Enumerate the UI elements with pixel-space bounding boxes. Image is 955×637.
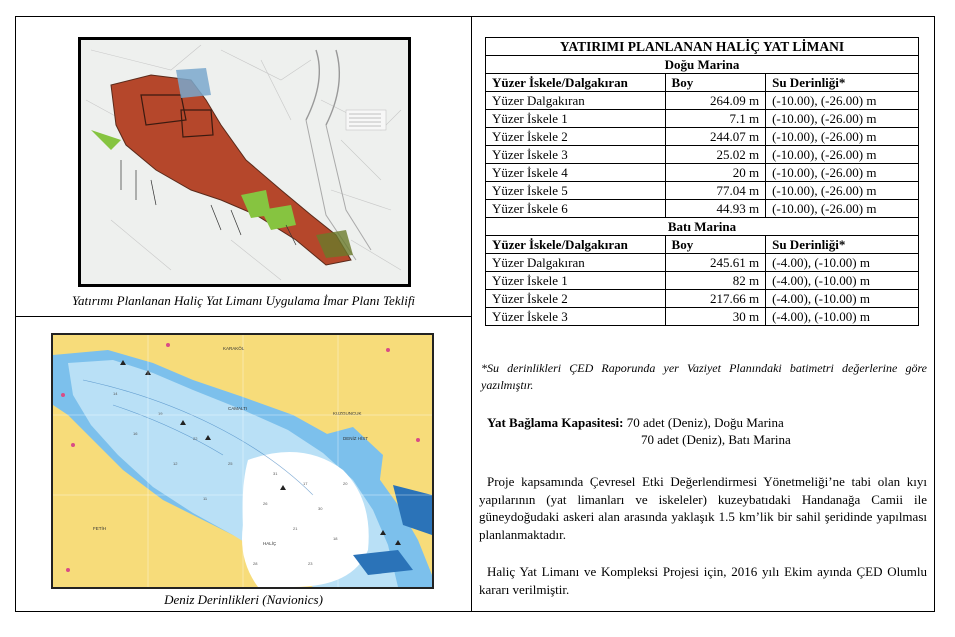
header-pier: Yüzer İskele/Dalgakıran <box>485 235 666 254</box>
cell-length: 244.07 m <box>664 127 767 146</box>
map-depth: 17 <box>303 481 308 486</box>
map-label: KARAKÖL <box>223 345 245 351</box>
cell-depth: (-10.00), (-26.00) m <box>765 181 919 200</box>
cell-length: 264.09 m <box>664 91 767 110</box>
cell-pier: Yüzer İskele 4 <box>485 163 666 182</box>
column-divider <box>471 16 472 612</box>
cell-depth: (-10.00), (-26.00) m <box>765 109 919 128</box>
plan-caption: Yatırımı Planlanan Haliç Yat Limanı Uygu… <box>71 293 416 308</box>
east-marina-title: Doğu Marina <box>485 55 919 74</box>
cell-length: 20 m <box>664 163 767 182</box>
map-label: DENİZ HİST <box>343 435 368 441</box>
depth-note: *Su derinlikleri ÇED Raporunda yer Vaziy… <box>481 361 927 392</box>
cell-length: 217.66 m <box>664 289 767 308</box>
table-row: Yüzer İskele 3 25.02 m (-10.00), (-26.00) … <box>485 145 919 164</box>
nautical-depth-map: HALİÇ FETİH KARAKÖL CAMALTI KUZGUNCUK DE… <box>51 333 434 589</box>
map-label: KUZGUNCUK <box>333 411 362 416</box>
cell-length: 77.04 m <box>664 181 767 200</box>
cell-pier: Yüzer İskele 3 <box>485 307 666 326</box>
table-row: Yüzer İskele 6 44.93 m (-10.00), (-26.00) … <box>485 199 919 218</box>
page-frame <box>15 16 935 612</box>
cell-length: 82 m <box>664 271 767 290</box>
capacity-label: Yat Bağlama Kapasitesi: <box>487 415 624 430</box>
cell-pier: Yüzer Dalgakıran <box>485 253 666 272</box>
cell-depth: (-4.00), (-10.00) m <box>765 307 919 326</box>
map-caption: Deniz Derinlikleri (Navionics) <box>164 592 323 607</box>
cell-depth: (-10.00), (-26.00) m <box>765 145 919 164</box>
header-length: Boy <box>664 73 767 92</box>
cell-depth: (-4.00), (-10.00) m <box>765 253 919 272</box>
table-row: Yüzer İskele 4 20 m (-10.00), (-26.00) m <box>485 163 919 182</box>
cell-length: 7.1 m <box>664 109 767 128</box>
cell-pier: Yüzer İskele 1 <box>485 271 666 290</box>
map-label: FETİH <box>93 525 106 531</box>
table-row: Yüzer İskele 5 77.04 m (-10.00), (-26.00) … <box>485 181 919 200</box>
header-pier: Yüzer İskele/Dalgakıran <box>485 73 666 92</box>
cell-length: 30 m <box>664 307 767 326</box>
map-label: CAMALTI <box>228 406 247 411</box>
cell-depth: (-4.00), (-10.00) m <box>765 271 919 290</box>
cell-pier: Yüzer İskele 5 <box>485 181 666 200</box>
map-label: HALİÇ <box>263 540 277 546</box>
header-depth: Su Derinliği* <box>765 235 919 254</box>
map-depth: 28 <box>253 561 258 566</box>
table-title: YATIRIMI PLANLANAN HALİÇ YAT LİMANI <box>485 37 919 56</box>
cell-depth: (-10.00), (-26.00) m <box>765 91 919 110</box>
table-row: Yüzer İskele 2 244.07 m (-10.00), (-26.00)… <box>485 127 919 146</box>
map-depth: 21 <box>293 526 298 531</box>
capacity-east: 70 adet (Deniz), Doğu Marina <box>626 415 784 430</box>
map-depth: 14 <box>113 391 118 396</box>
cell-pier: Yüzer İskele 1 <box>485 109 666 128</box>
map-depth: 30 <box>318 506 323 511</box>
table-row: Yüzer İskele 3 30 m (-4.00), (-10.00) m <box>485 307 919 326</box>
cell-length: 44.93 m <box>664 199 767 218</box>
paragraph-scope: Proje kapsamında Çevresel Etki Değerlend… <box>479 474 927 542</box>
table-row: Yüzer İskele 1 82 m (-4.00), (-10.00) m <box>485 271 919 290</box>
cell-pier: Yüzer İskele 3 <box>485 145 666 164</box>
left-row-divider <box>15 316 472 317</box>
capacity-west: 70 adet (Deniz), Batı Marina <box>641 432 791 447</box>
map-depth: 20 <box>343 481 348 486</box>
map-depth: 31 <box>273 471 278 476</box>
map-depth: 18 <box>333 536 338 541</box>
paragraph-eia: Haliç Yat Limanı ve Kompleksi Projesi iç… <box>479 564 927 597</box>
west-marina-title: Batı Marina <box>485 217 919 236</box>
cell-pier: Yüzer İskele 2 <box>485 127 666 146</box>
capacity-line-1: Yat Bağlama Kapasitesi: 70 adet (Deniz),… <box>487 414 784 431</box>
map-depth: 25 <box>228 461 233 466</box>
table-row: Yüzer İskele 1 7.1 m (-10.00), (-26.00) m <box>485 109 919 128</box>
map-depth: 11 <box>203 496 208 501</box>
table-row: Yüzer Dalgakıran 245.61 m (-4.00), (-10.00… <box>485 253 919 272</box>
cell-length: 245.61 m <box>664 253 767 272</box>
cell-pier: Yüzer İskele 2 <box>485 289 666 308</box>
cell-depth: (-10.00), (-26.00) m <box>765 199 919 218</box>
map-depth: 12 <box>173 461 178 466</box>
cell-depth: (-4.00), (-10.00) m <box>765 289 919 308</box>
table-row: Yüzer Dalgakıran 264.09 m (-10.00), (-26.0… <box>485 91 919 110</box>
header-length: Boy <box>664 235 767 254</box>
cell-pier: Yüzer İskele 6 <box>485 199 666 218</box>
cell-pier: Yüzer Dalgakıran <box>485 91 666 110</box>
zoning-plan-image <box>78 37 411 287</box>
map-depth: 26 <box>263 501 268 506</box>
map-depth: 23 <box>308 561 313 566</box>
cell-length: 25.02 m <box>664 145 767 164</box>
map-depth: 16 <box>133 431 138 436</box>
map-depth: 22 <box>193 436 198 441</box>
cell-depth: (-10.00), (-26.00) m <box>765 127 919 146</box>
marina-table: YATIRIMI PLANLANAN HALİÇ YAT LİMANI Doğu… <box>485 37 919 326</box>
cell-depth: (-10.00), (-26.00) m <box>765 163 919 182</box>
table-row: Yüzer İskele 2 217.66 m (-4.00), (-10.00) … <box>485 289 919 308</box>
header-depth: Su Derinliği* <box>765 73 919 92</box>
map-depth: 19 <box>158 411 163 416</box>
